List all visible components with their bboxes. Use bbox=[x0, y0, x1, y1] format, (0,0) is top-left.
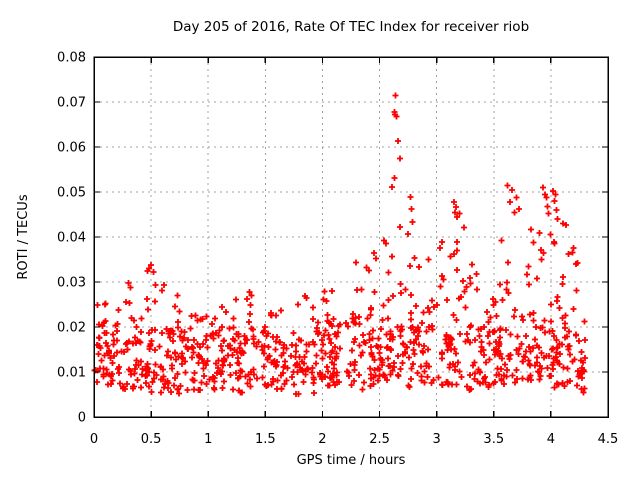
x-tick-label: 0 bbox=[90, 432, 98, 447]
x-tick-label: 4.5 bbox=[598, 432, 619, 447]
data-points bbox=[91, 92, 588, 397]
y-tick-label: 0.05 bbox=[57, 186, 86, 201]
y-tick-label: 0.08 bbox=[57, 51, 86, 66]
y-tick-label: 0.04 bbox=[57, 231, 86, 246]
x-tick-label: 3 bbox=[433, 432, 441, 447]
x-tick-label: 0.5 bbox=[141, 432, 162, 447]
x-tick-label: 4 bbox=[547, 432, 555, 447]
y-tick-label: 0.03 bbox=[57, 276, 86, 291]
tick-labels: 0 0.5 1 1.5 2 2.5 3 3.5 4 4.5 0 0.01 0.02 0.03 0.04 0.0… bbox=[57, 51, 618, 448]
x-tick-label: 1.5 bbox=[255, 432, 276, 447]
x-tick-label: 1 bbox=[204, 432, 212, 447]
plot-frame-and-ticks bbox=[93, 56, 609, 418]
y-tick-label: 0.06 bbox=[57, 141, 86, 156]
x-tick-label: 2 bbox=[318, 432, 326, 447]
x-axis-label: GPS time / hours bbox=[297, 453, 406, 468]
chart-title: Day 205 of 2016, Rate Of TEC Index for r… bbox=[173, 19, 529, 35]
y-tick-label: 0.02 bbox=[57, 321, 86, 336]
scatter-markers bbox=[91, 92, 588, 397]
y-tick-label: 0 bbox=[78, 411, 86, 426]
x-tick-label: 2.5 bbox=[369, 432, 390, 447]
y-tick-label: 0.07 bbox=[57, 96, 86, 111]
x-tick-label: 3.5 bbox=[483, 432, 504, 447]
y-axis-label: ROTI / TECUs bbox=[16, 194, 31, 279]
y-tick-label: 0.01 bbox=[57, 366, 86, 381]
